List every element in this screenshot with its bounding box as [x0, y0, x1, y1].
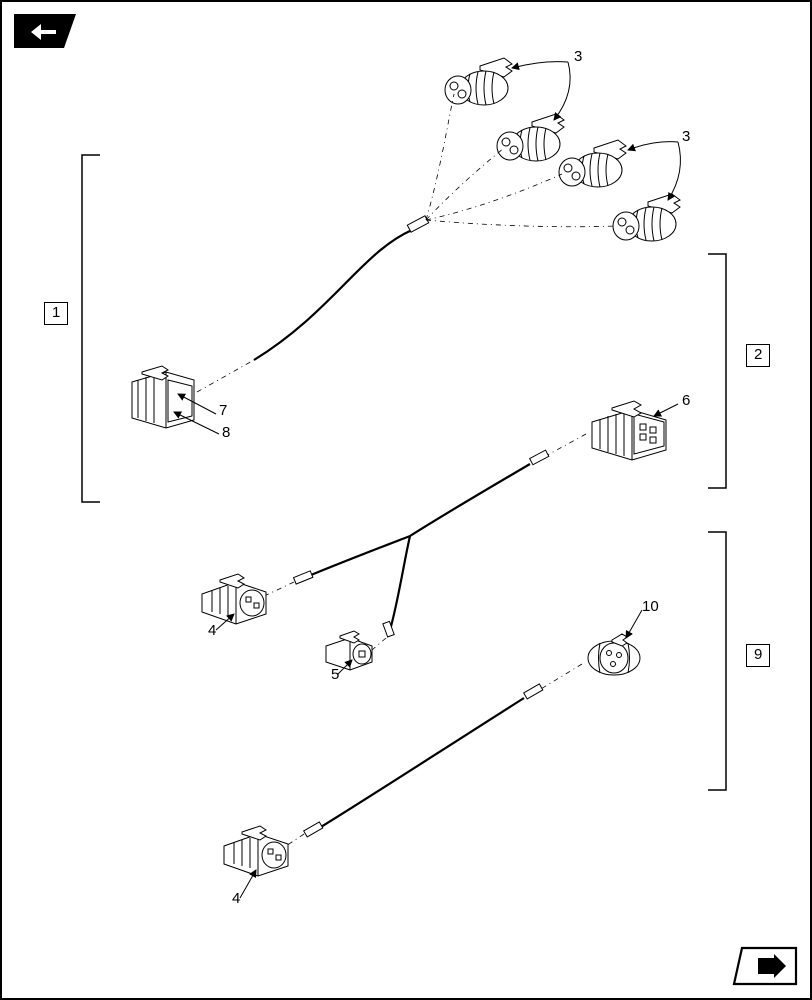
callout-3a: 3	[574, 48, 582, 65]
connector-plug-c	[559, 140, 626, 187]
callout-4b: 4	[232, 890, 240, 907]
connector-plug-d	[613, 194, 680, 241]
callout-9: 9	[746, 644, 770, 667]
connector-2way-female-a	[202, 574, 266, 624]
drawing-sheet: 1 2 9 3 3 7 8 6 4 5 10 4	[0, 0, 812, 1000]
callout-1: 1	[44, 302, 68, 325]
connector-plug-a	[445, 58, 512, 105]
bracket-9	[708, 532, 726, 790]
connector-plug-b	[497, 114, 564, 161]
callout-8: 8	[222, 424, 230, 441]
callout-4a: 4	[208, 622, 216, 639]
bracket-2	[708, 254, 726, 488]
connector-1way	[326, 631, 372, 670]
callout-10: 10	[642, 598, 659, 615]
connector-4way	[592, 401, 666, 460]
callout-6: 6	[682, 392, 690, 409]
callout-7: 7	[219, 402, 227, 419]
callout-2: 2	[746, 344, 770, 367]
bracket-1	[82, 155, 100, 502]
callout-5: 5	[331, 666, 339, 683]
diagram-canvas	[2, 2, 810, 998]
connector-2way-female-b	[224, 826, 288, 876]
connector-round-3pin	[588, 634, 640, 675]
callout-3b: 3	[682, 128, 690, 145]
